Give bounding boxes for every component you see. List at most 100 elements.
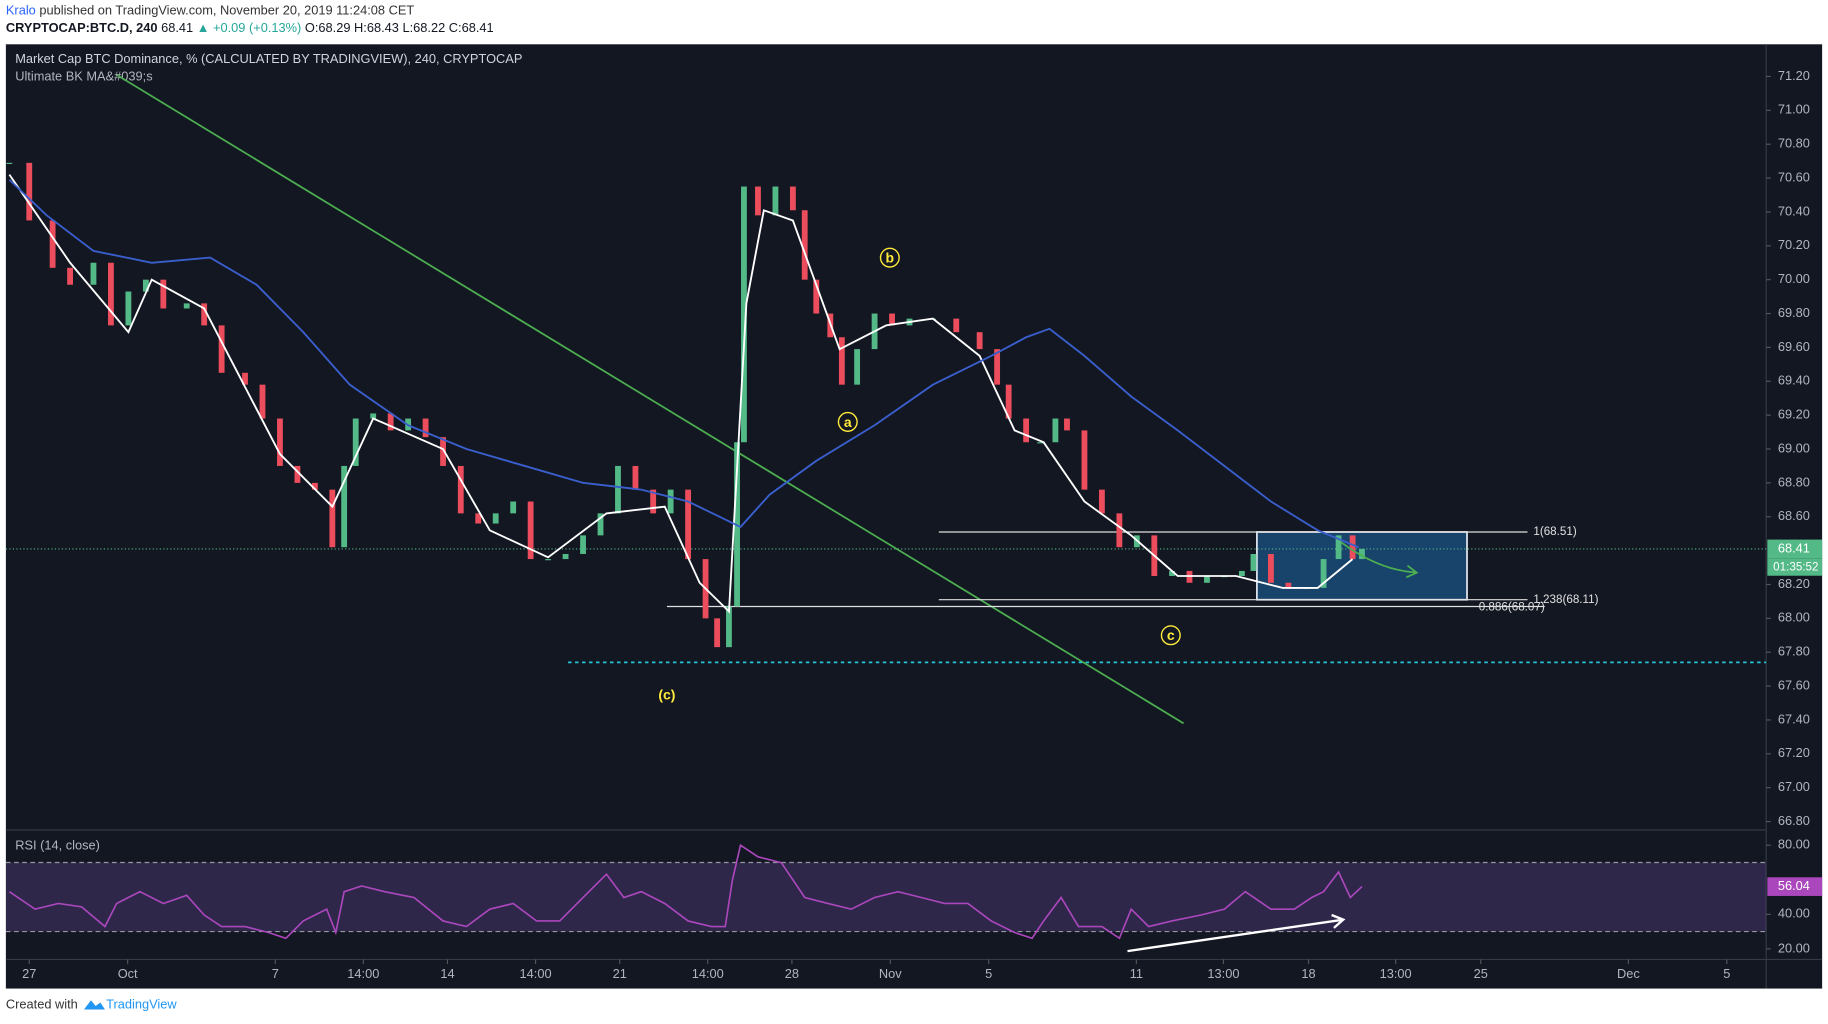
candle [650,489,657,514]
candle [615,465,621,514]
candle [242,372,248,385]
x-tick-label: Dec [1617,966,1640,981]
change: ▲ +0.09 (+0.13%) [197,21,302,36]
last: 68.41 [161,21,193,36]
x-tick-label: 5 [985,966,992,981]
fib-label: 1(68.51) [1533,525,1576,538]
candle [67,267,74,285]
candle [160,279,167,309]
wave-circle [837,411,858,432]
author: Kralo [6,3,36,18]
symbol: CRYPTOCAP:BTC.D, 240 [6,21,158,36]
y-tick-label: 67.00 [1778,779,1810,794]
x-tick-label: 11 [1130,966,1143,981]
candle [889,313,895,326]
y-tick-label: 69.20 [1778,407,1810,422]
moving-average [8,179,1359,549]
header-line: Kralo published on TradingView.com, Nove… [6,3,415,18]
candle [1238,570,1245,577]
candle [772,186,779,216]
candle [311,482,318,490]
candle [1169,570,1175,577]
candle [142,279,149,292]
candle [838,337,845,385]
y-tick-label: 66.80 [1778,813,1810,828]
y-tick-label: 71.20 [1778,68,1810,83]
candle [580,535,586,555]
rsi-y-tick-label: 40.00 [1778,906,1810,921]
y-tick-label: 71.00 [1778,102,1810,117]
candle [545,559,552,561]
target-box [1256,531,1468,601]
footer-created: Created with [6,996,78,1011]
candle [1081,430,1088,490]
y-tick-label: 69.00 [1778,440,1810,455]
wave-label: c [1167,627,1175,643]
candle [685,489,692,560]
candle [329,489,336,548]
candle [597,513,604,536]
candle [1250,554,1257,571]
wave-circle [879,247,900,268]
y-tick-label: 67.60 [1778,677,1810,692]
chart-subtitle: Ultimate BK MA&#039;s [15,68,152,83]
countdown-label: 01:35:52 [1773,561,1818,574]
x-tick-label: 14:00 [520,966,552,981]
wave-label: b [886,250,895,266]
y-tick-label: 68.80 [1778,474,1810,489]
candle [341,465,348,548]
candle [755,186,761,216]
rsi-y-tick-label: 80.00 [1778,837,1810,852]
candle [953,318,960,333]
wave-circle [1160,625,1181,646]
candle [527,501,534,560]
candle [218,325,225,373]
candle [49,220,56,268]
published: published on TradingView.com, November 2… [39,3,414,18]
y-tick-label: 68.60 [1778,508,1810,523]
ohlc: O:68.29 H:68.43 L:68.22 C:68.41 [305,21,494,36]
x-tick-label: 21 [613,966,627,981]
x-tick-label: 7 [272,966,279,981]
rsi-pane [5,843,1767,940]
y-tick-label: 67.80 [1778,644,1810,659]
candle [1359,548,1365,560]
candle [1023,418,1030,443]
x-tick-label: 13:00 [1380,966,1412,981]
x-tick-label: 18 [1301,966,1315,981]
candle [741,186,747,443]
candle [370,413,377,419]
x-tick-label: 28 [785,966,799,981]
y-tick-label: 70.60 [1778,169,1810,184]
y-tick-label: 70.40 [1778,203,1810,218]
candle [1064,418,1070,431]
candle [26,162,33,221]
candle [813,279,820,314]
y-tick-label: 68.20 [1778,576,1810,591]
rsi-title: RSI (14, close) [15,838,100,853]
candle [714,618,721,648]
candle [667,489,674,514]
candle [1285,582,1292,588]
candle [108,262,114,326]
candle [294,465,301,483]
candle [1268,554,1274,583]
rsi-badge [1767,877,1823,896]
x-tick-label: 25 [1474,966,1488,981]
candle [183,303,190,309]
candle [1037,442,1044,444]
x-tick-label: 27 [22,966,36,981]
candle [1335,535,1342,560]
y-tick-label: 70.80 [1778,136,1810,151]
candle [1052,418,1059,443]
candle [1098,489,1105,514]
x-tick-label: 13:00 [1207,966,1239,981]
candle [277,418,283,466]
rsi-line [8,843,1363,940]
candle [632,465,639,490]
candle [457,465,464,514]
candle [201,303,208,326]
y-tick-label: 70.00 [1778,271,1810,286]
candle [976,332,983,350]
